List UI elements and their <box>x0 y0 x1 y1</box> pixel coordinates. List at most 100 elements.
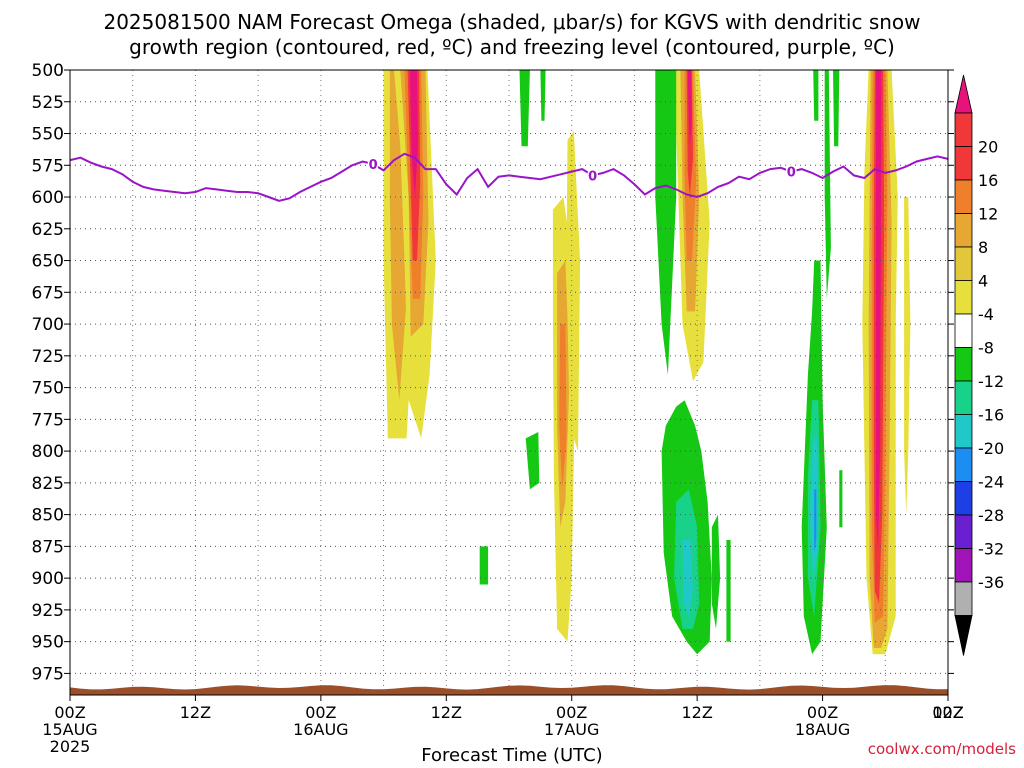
x-tick-label-72-1: 18AUG <box>795 720 850 739</box>
x-tick-label-end: 00Z <box>932 703 963 722</box>
colorbar-swatch-9 <box>954 414 973 449</box>
y-tick-label-575: 575 <box>32 156 64 176</box>
terrain-ground <box>70 685 948 695</box>
x-axis-title: Forecast Time (UTC) <box>421 745 603 766</box>
colorbar-swatch-8 <box>954 380 973 415</box>
colorbar-label-10: -24 <box>978 473 1004 492</box>
y-tick-label-700: 700 <box>32 315 64 335</box>
colorbar-label-3: 8 <box>978 238 988 257</box>
colorbar-top-arrow <box>954 74 973 114</box>
colorbar-bottom-arrow <box>954 615 973 656</box>
colorbar-swatch-12 <box>954 514 973 549</box>
colorbar-label-13: -36 <box>978 573 1004 592</box>
plot-frame <box>69 69 949 696</box>
colorbar-label-5: -4 <box>978 305 994 324</box>
y-tick-label-825: 825 <box>32 474 64 494</box>
y-tick-label-650: 650 <box>32 252 64 272</box>
y-tick-label-600: 600 <box>32 188 64 208</box>
y-tick-label-750: 750 <box>32 379 64 399</box>
colorbar-label-8: -16 <box>978 406 1004 425</box>
y-tick-label-950: 950 <box>32 633 64 653</box>
omega-region-23 <box>540 70 546 121</box>
omega-region-15 <box>687 70 692 147</box>
x-tick-label-0-0: 00Z <box>54 703 85 722</box>
x-tick-label-48-1: 17AUG <box>544 720 599 739</box>
x-tick-label-0-1: 15AUG <box>42 720 97 739</box>
y-tick-label-725: 725 <box>32 347 64 367</box>
omega-region-27 <box>682 540 693 617</box>
freezing-level-contour: 0 0 0 <box>70 152 948 202</box>
freezing-level-label-2: 0 <box>787 166 796 181</box>
colorbar-label-1: 16 <box>978 171 998 190</box>
colorbar-swatch-3 <box>954 213 973 248</box>
colorbar-label-6: -8 <box>978 339 994 358</box>
omega-region-37 <box>833 70 840 147</box>
freezing-level-label-0: 0 <box>369 158 378 173</box>
source-credit: coolwx.com/models <box>867 740 1016 758</box>
x-tick-label-12-0: 12Z <box>180 703 211 722</box>
y-tick-label-775: 775 <box>32 410 64 430</box>
x-tick-label-72-0: 00Z <box>807 703 838 722</box>
y-tick-label-875: 875 <box>32 537 64 557</box>
x-tick-label-24-1: 16AUG <box>293 720 348 739</box>
x-tick-label-0-2: 2025 <box>50 737 91 756</box>
omega-region-38 <box>813 70 819 121</box>
y-tick-label-675: 675 <box>32 283 64 303</box>
colorbar-swatch-2 <box>954 179 973 214</box>
y-tick-label-900: 900 <box>32 569 64 589</box>
omega-region-35 <box>814 489 817 553</box>
omega-shading <box>383 70 911 655</box>
omega-region-39 <box>839 470 843 528</box>
chart-title-line2: growth region (contoured, red, ºC) and f… <box>129 35 895 59</box>
omega-region-24 <box>655 70 677 375</box>
freezing-level-line <box>70 152 948 202</box>
x-tick-label-24-0: 00Z <box>305 703 336 722</box>
y-tick-label-525: 525 <box>32 93 64 113</box>
omega-region-10 <box>566 131 581 452</box>
omega-region-31 <box>479 546 489 585</box>
gridlines <box>70 70 948 695</box>
colorbar-swatch-6 <box>954 313 973 348</box>
colorbar-label-9: -20 <box>978 439 1004 458</box>
x-tick-label-84-0: 12Z <box>932 703 963 722</box>
y-tick-label-850: 850 <box>32 506 64 526</box>
colorbar-label-12: -32 <box>978 540 1004 559</box>
y-tick-label-800: 800 <box>32 442 64 462</box>
colorbar-label-0: 20 <box>978 138 998 157</box>
y-tick-label-500: 500 <box>32 61 64 81</box>
omega-region-9 <box>559 324 567 490</box>
x-tick-label-60-0: 12Z <box>681 703 712 722</box>
omega-region-29 <box>726 540 731 642</box>
colorbar-swatch-7 <box>954 347 973 382</box>
freezing-level-label-1: 0 <box>588 169 597 184</box>
x-tick-label-48-0: 00Z <box>556 703 587 722</box>
colorbar-swatch-1 <box>954 146 973 181</box>
colorbar-swatch-4 <box>954 246 973 281</box>
y-tick-label-975: 975 <box>32 664 64 684</box>
omega-region-36 <box>824 70 831 299</box>
colorbar-swatch-10 <box>954 447 973 482</box>
x-tick-label-36-0: 12Z <box>431 703 462 722</box>
y-tick-label-625: 625 <box>32 220 64 240</box>
colorbar-label-11: -28 <box>978 506 1004 525</box>
terrain-strip <box>70 685 948 695</box>
y-axis: 500 525 550 575 600 625 650 675 700 725 750 775 800 8… <box>32 61 954 684</box>
colorbar-label-7: -12 <box>978 372 1004 391</box>
omega-region-21 <box>904 197 911 515</box>
colorbar-swatch-14 <box>954 581 973 616</box>
colorbar-swatch-13 <box>954 548 973 583</box>
chart-title-line1: 2025081500 NAM Forecast Omega (shaded, μ… <box>103 10 921 34</box>
y-tick-label-550: 550 <box>32 125 64 145</box>
omega-region-22 <box>519 70 530 147</box>
colorbar-swatch-0 <box>954 112 973 147</box>
omega-region-20 <box>875 70 882 553</box>
colorbar-swatch-11 <box>954 481 973 516</box>
colorbar-label-4: 4 <box>978 272 988 291</box>
colorbar-swatch-5 <box>954 280 973 315</box>
colorbar: 20 16 12 8 4 -4 -8 -12 -16 -20 -24 -28 -32 -36 <box>954 74 1004 656</box>
y-tick-label-925: 925 <box>32 601 64 621</box>
colorbar-label-2: 12 <box>978 205 998 224</box>
omega-region-28 <box>711 514 721 629</box>
